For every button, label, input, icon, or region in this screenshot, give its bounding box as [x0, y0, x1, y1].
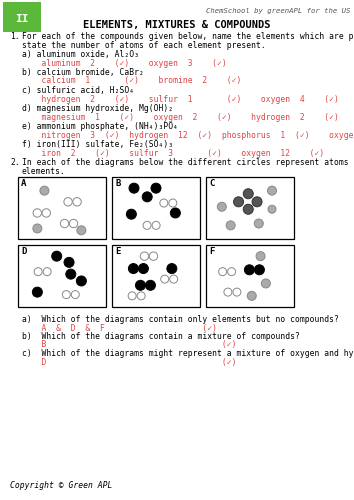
Circle shape	[137, 292, 145, 300]
Circle shape	[233, 288, 241, 296]
Text: F: F	[209, 247, 215, 256]
Text: a) aluminum oxide, Al₂O₃: a) aluminum oxide, Al₂O₃	[22, 50, 139, 59]
Text: e) ammonium phosphate, (NH₄)₃PO₄: e) ammonium phosphate, (NH₄)₃PO₄	[22, 122, 178, 131]
Text: ELEMENTS, MIXTURES & COMPOUNDS: ELEMENTS, MIXTURES & COMPOUNDS	[83, 20, 271, 30]
Bar	[18, 245, 106, 307]
Circle shape	[129, 183, 139, 193]
Circle shape	[60, 220, 69, 228]
Circle shape	[243, 204, 253, 214]
Circle shape	[142, 192, 152, 202]
Circle shape	[76, 276, 86, 286]
Text: aluminum  2    (✓)    oxygen  3    (✓): aluminum 2 (✓) oxygen 3 (✓)	[22, 58, 227, 68]
Circle shape	[161, 275, 169, 283]
Circle shape	[126, 209, 136, 219]
Circle shape	[219, 268, 227, 276]
Circle shape	[252, 197, 262, 207]
Text: state the number of atoms of each element present.: state the number of atoms of each elemen…	[22, 40, 266, 50]
Text: II: II	[15, 14, 29, 24]
Text: 1.: 1.	[10, 32, 20, 41]
Circle shape	[40, 186, 49, 195]
Circle shape	[217, 202, 226, 211]
Circle shape	[62, 290, 70, 298]
Text: For each of the compounds given below, name the elements which are present and: For each of the compounds given below, n…	[22, 32, 354, 41]
Text: c) sulfuric acid, H₂SO₄: c) sulfuric acid, H₂SO₄	[22, 86, 134, 95]
Text: E: E	[115, 247, 120, 256]
Circle shape	[143, 222, 151, 230]
Circle shape	[244, 265, 255, 275]
Circle shape	[149, 252, 158, 260]
Text: a)  Which of the diagrams contain only elements but no compounds?: a) Which of the diagrams contain only el…	[22, 315, 339, 324]
Text: B: B	[115, 179, 120, 188]
Circle shape	[152, 222, 160, 230]
Circle shape	[69, 220, 78, 228]
Text: 2.: 2.	[10, 158, 20, 167]
Circle shape	[234, 197, 244, 207]
Circle shape	[33, 209, 41, 217]
Circle shape	[138, 264, 148, 274]
Text: hydrogen  2    (✓)    sulfur  1       (✓)    oxygen  4    (✓): hydrogen 2 (✓) sulfur 1 (✓) oxygen 4 (✓)	[22, 94, 339, 104]
Text: D: D	[21, 247, 27, 256]
Bar	[206, 245, 294, 307]
Circle shape	[34, 268, 42, 276]
Circle shape	[256, 252, 265, 260]
Text: B                                    (✓): B (✓)	[22, 340, 236, 349]
Text: f) iron(III) sulfate, Fe₂(SO₄)₃: f) iron(III) sulfate, Fe₂(SO₄)₃	[22, 140, 173, 149]
Circle shape	[226, 221, 235, 230]
Circle shape	[268, 186, 276, 195]
FancyBboxPatch shape	[1, 2, 43, 34]
Circle shape	[170, 275, 178, 283]
Text: b) calcium bromide, CaBr₂: b) calcium bromide, CaBr₂	[22, 68, 144, 77]
Circle shape	[247, 292, 256, 300]
Circle shape	[71, 290, 79, 298]
Text: ChemSchool by greenAPL for the US: ChemSchool by greenAPL for the US	[206, 8, 350, 14]
Bar	[112, 245, 200, 307]
Circle shape	[140, 252, 149, 260]
Text: A: A	[21, 179, 27, 188]
Text: C: C	[209, 179, 215, 188]
Circle shape	[128, 292, 136, 300]
Text: D                                    (✓): D (✓)	[22, 358, 236, 366]
Text: A  &  D  &  F                    (✓): A & D & F (✓)	[22, 324, 217, 332]
Text: c)  Which of the diagrams might represent a mixture of oxygen and hydrogen?: c) Which of the diagrams might represent…	[22, 349, 354, 358]
Text: iron  2    (✓)    sulfur  3       (✓)    oxygen  12    (✓): iron 2 (✓) sulfur 3 (✓) oxygen 12 (✓)	[22, 148, 324, 158]
Circle shape	[160, 199, 168, 207]
Circle shape	[254, 219, 263, 228]
Circle shape	[64, 258, 74, 268]
Circle shape	[145, 280, 155, 290]
Circle shape	[43, 268, 51, 276]
Circle shape	[268, 205, 276, 213]
Circle shape	[228, 268, 236, 276]
Circle shape	[64, 198, 72, 206]
Circle shape	[151, 183, 161, 193]
Circle shape	[42, 209, 51, 217]
Circle shape	[66, 269, 76, 279]
Text: d) magnesium hydroxide, Mg(OH)₂: d) magnesium hydroxide, Mg(OH)₂	[22, 104, 173, 113]
Circle shape	[261, 279, 270, 288]
Text: nitrogen  3  (✓)  hydrogen  12  (✓)  phosphorus  1  (✓)    oxygen  4  (✓): nitrogen 3 (✓) hydrogen 12 (✓) phosphoru…	[22, 130, 354, 140]
Text: calcium  1       (✓)    bromine  2    (✓): calcium 1 (✓) bromine 2 (✓)	[22, 76, 241, 86]
Circle shape	[255, 265, 264, 275]
Circle shape	[169, 199, 177, 207]
Text: elements.: elements.	[22, 166, 66, 175]
Bar	[112, 177, 200, 239]
Circle shape	[170, 208, 180, 218]
Circle shape	[33, 224, 42, 233]
Circle shape	[32, 287, 42, 297]
Text: magnesium  1    (✓)    oxygen  2    (✓)    hydrogen  2    (✓): magnesium 1 (✓) oxygen 2 (✓) hydrogen 2 …	[22, 112, 339, 122]
Circle shape	[136, 280, 145, 290]
Circle shape	[77, 226, 86, 235]
Text: Copyright © Green APL: Copyright © Green APL	[10, 481, 112, 490]
Circle shape	[243, 188, 253, 198]
Circle shape	[167, 264, 177, 274]
Circle shape	[73, 198, 81, 206]
Bar	[18, 177, 106, 239]
Circle shape	[224, 288, 232, 296]
Circle shape	[52, 251, 62, 261]
Text: b)  Which of the diagrams contain a mixture of compounds?: b) Which of the diagrams contain a mixtu…	[22, 332, 300, 341]
Text: In each of the diagrams below the different circles represent atoms of different: In each of the diagrams below the differ…	[22, 158, 354, 167]
Bar	[206, 177, 294, 239]
Circle shape	[129, 264, 138, 274]
